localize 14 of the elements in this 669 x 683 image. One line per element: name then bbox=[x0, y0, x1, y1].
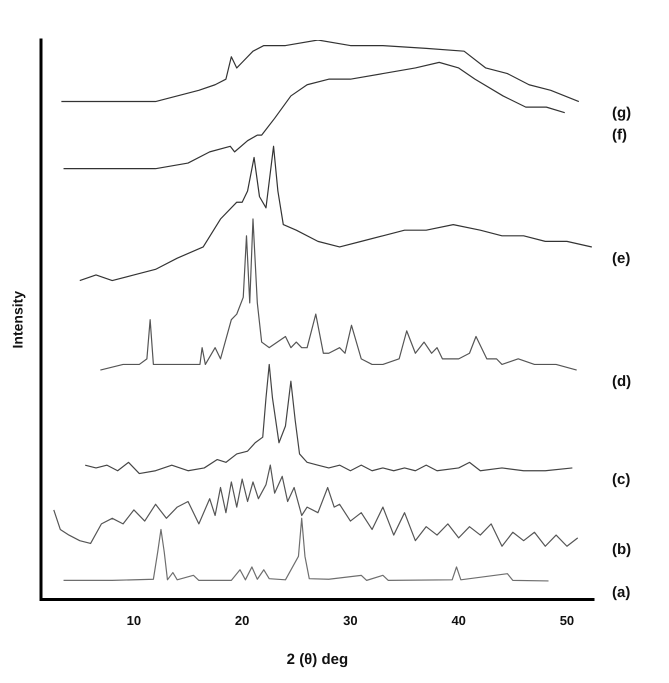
text: (c) bbox=[612, 471, 630, 488]
x-tick-label: 40 bbox=[451, 612, 466, 628]
x-tick-label: 50 bbox=[560, 612, 574, 628]
text: (a) bbox=[612, 584, 630, 602]
y-axis-title: Intensity bbox=[9, 290, 26, 348]
x-axis-title: 2 (θ) deg bbox=[286, 651, 348, 668]
text: (d) bbox=[612, 373, 632, 390]
series-label: (e) bbox=[612, 250, 630, 268]
x-tick-label: 20 bbox=[234, 612, 250, 628]
x-tick-label: 30 bbox=[343, 612, 358, 628]
text: (f) bbox=[612, 126, 627, 144]
text: (b) bbox=[612, 541, 632, 558]
x-tick-label: 10 bbox=[126, 612, 142, 628]
text: (g) bbox=[612, 104, 632, 122]
